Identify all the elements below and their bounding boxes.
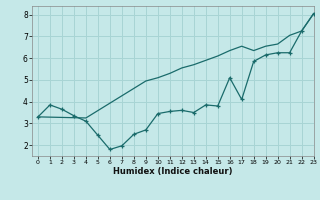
X-axis label: Humidex (Indice chaleur): Humidex (Indice chaleur) bbox=[113, 167, 233, 176]
